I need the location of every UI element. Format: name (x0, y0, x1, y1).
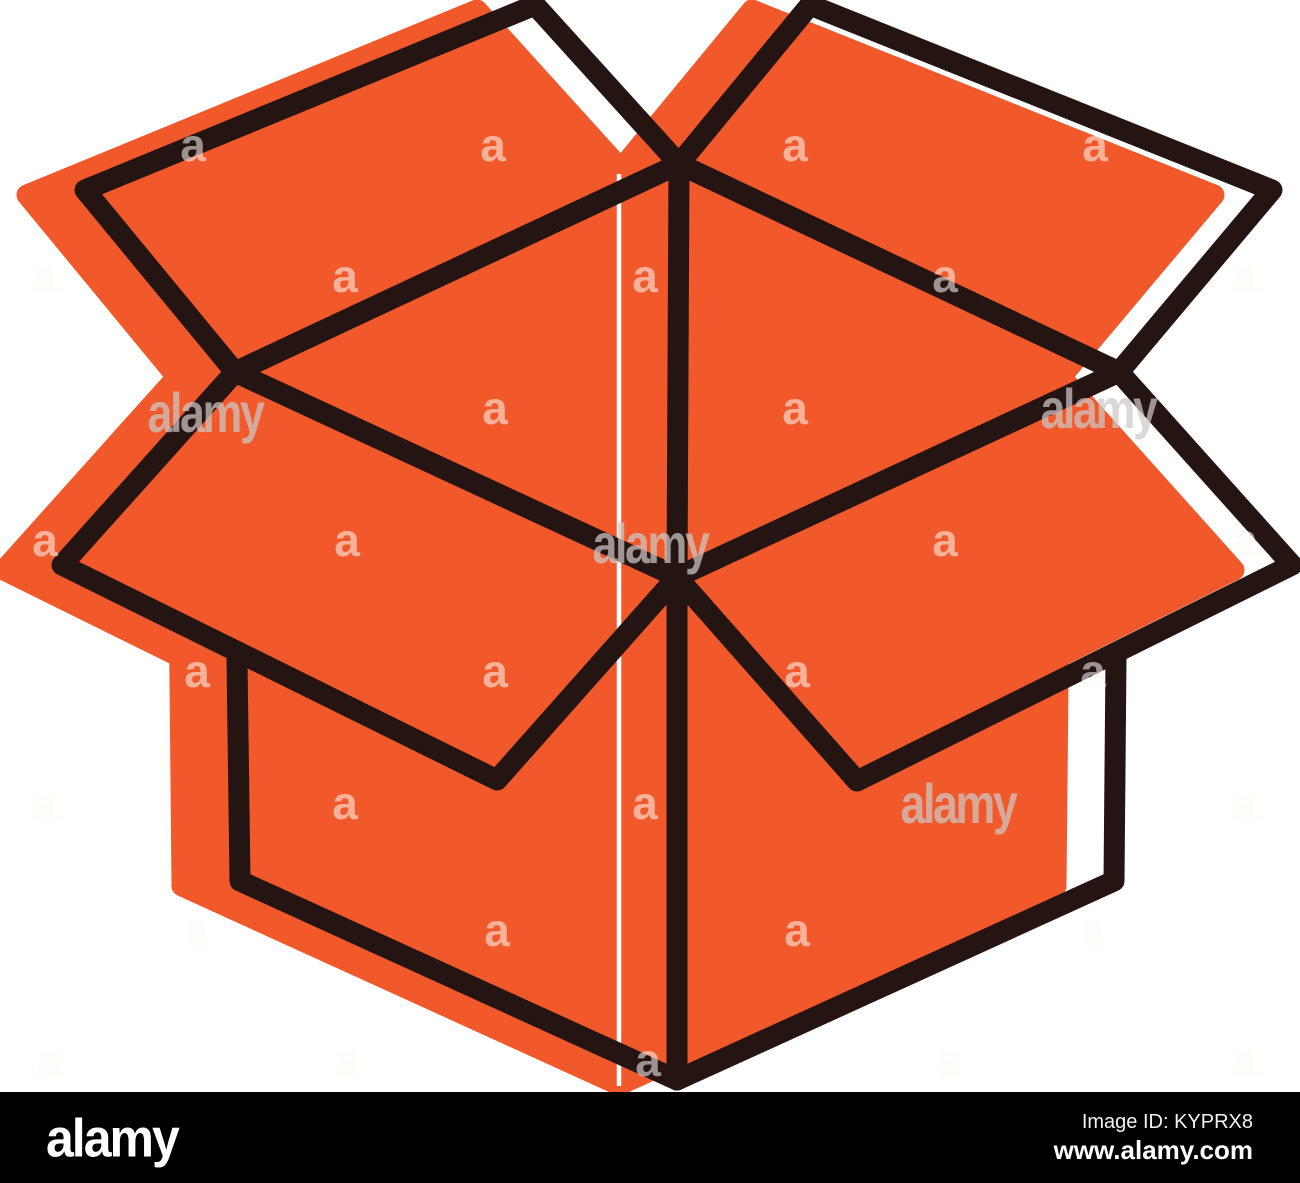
open-box-illustration (0, 0, 1300, 1092)
alamy-logo: alamy (46, 1107, 180, 1168)
footer-bar: alamy Image ID: KYPRX8 www.alamy.com (0, 1092, 1300, 1183)
footer-meta: Image ID: KYPRX8 www.alamy.com (1054, 1111, 1253, 1165)
box-outline-black (51, 0, 1300, 1091)
website-url: www.alamy.com (1053, 1134, 1253, 1165)
image-id: Image ID: KYPRX8 (1081, 1110, 1253, 1133)
